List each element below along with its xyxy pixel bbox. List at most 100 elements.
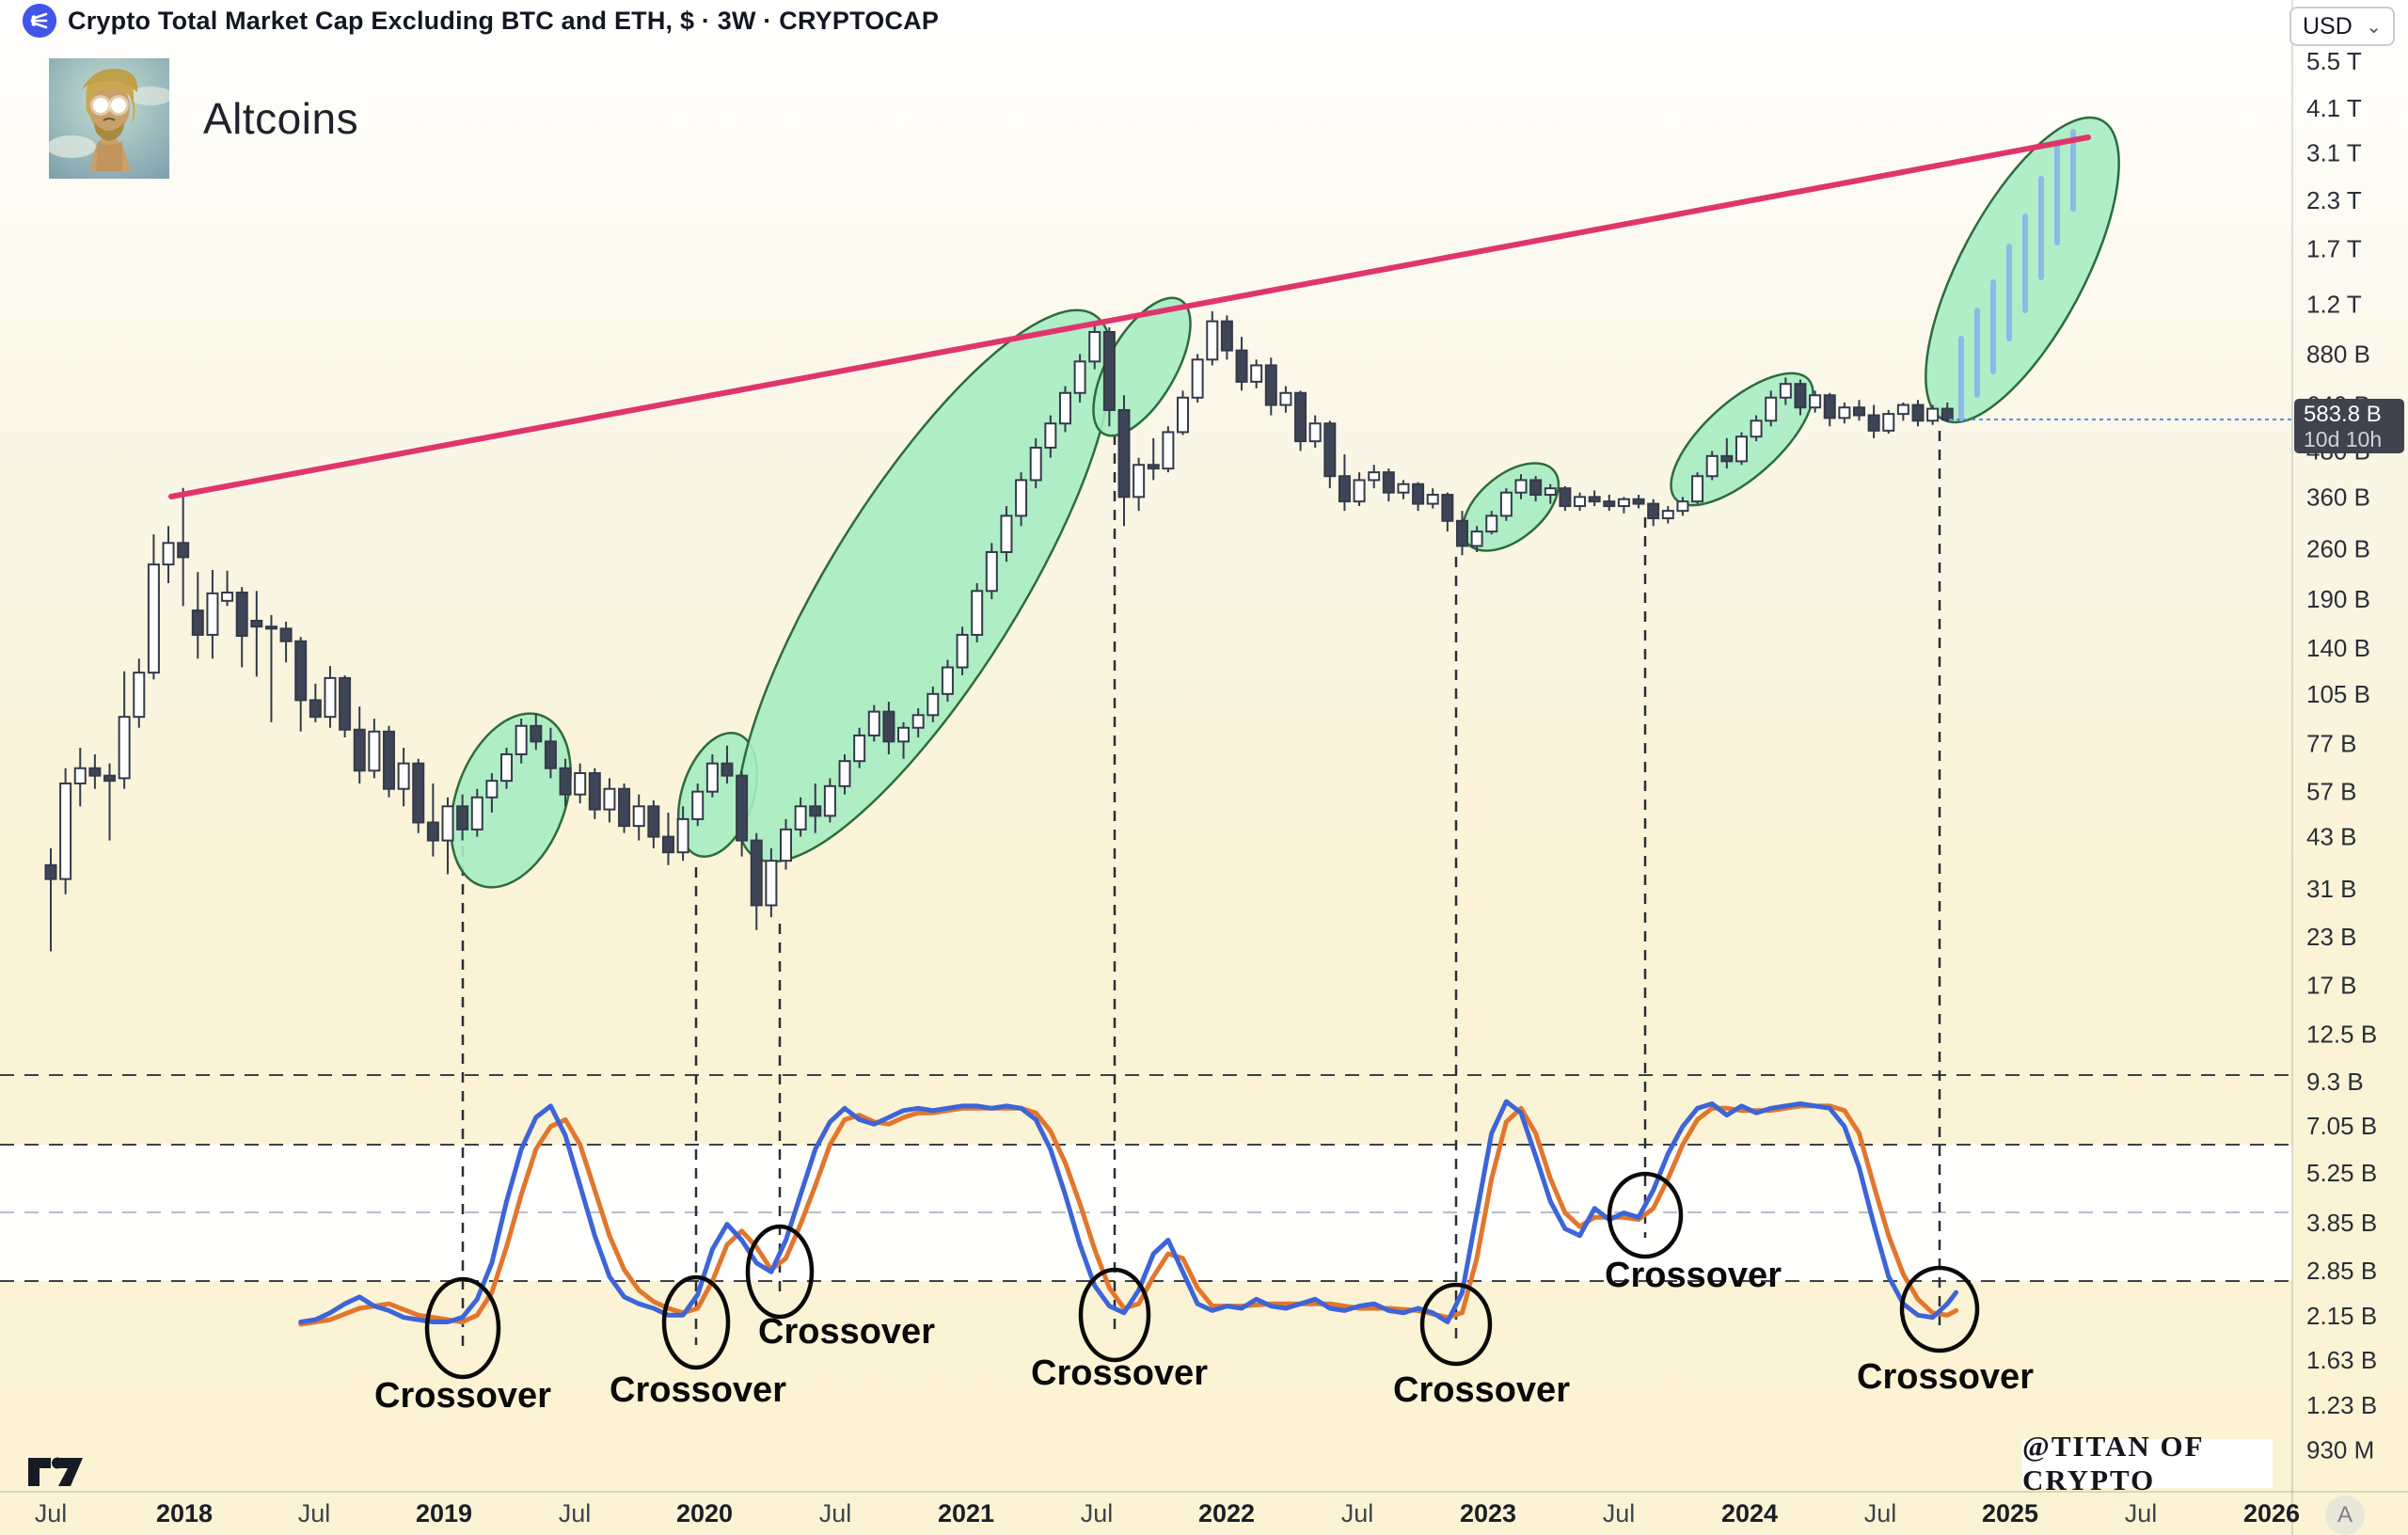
candle[interactable] — [1177, 396, 1190, 434]
candle[interactable] — [118, 716, 131, 780]
candle[interactable] — [1867, 414, 1880, 432]
candle[interactable] — [867, 710, 880, 736]
candle[interactable] — [1426, 494, 1439, 505]
time-axis[interactable]: Jul 2018 Jul 2019 Jul 2020 Jul 2021 Jul 2022 Jul 20… — [35, 1499, 2300, 1527]
candle[interactable] — [1632, 498, 1645, 505]
candle[interactable] — [264, 625, 277, 630]
resistance-trendline[interactable] — [168, 135, 2091, 499]
candle[interactable] — [1102, 330, 1116, 411]
candle[interactable] — [133, 672, 146, 719]
candle[interactable] — [750, 839, 763, 907]
crossover-label[interactable]: Crossover — [610, 1370, 786, 1410]
candle[interactable] — [456, 805, 469, 831]
candle[interactable] — [1735, 435, 1748, 463]
candle[interactable] — [1382, 471, 1395, 494]
crossover-label[interactable]: Crossover — [374, 1376, 551, 1416]
candle[interactable] — [721, 762, 734, 777]
candle[interactable] — [1279, 391, 1292, 406]
candle[interactable] — [73, 767, 87, 784]
candle[interactable] — [147, 563, 160, 674]
candle[interactable] — [794, 805, 807, 831]
candle[interactable] — [530, 724, 543, 743]
candle[interactable] — [470, 796, 483, 831]
crossover-circle[interactable] — [1078, 1267, 1151, 1363]
candle[interactable] — [221, 591, 234, 602]
candle[interactable] — [1162, 431, 1175, 470]
candle[interactable] — [823, 784, 836, 817]
candle[interactable] — [1544, 487, 1557, 497]
chart-text-label[interactable]: Altcoins — [203, 94, 359, 143]
currency-dropdown[interactable]: USD ⌄ — [2289, 7, 2395, 46]
crossover-label[interactable]: Crossover — [1605, 1256, 1782, 1295]
candle[interactable] — [162, 542, 175, 566]
candle[interactable] — [1676, 500, 1689, 513]
candle[interactable] — [1191, 358, 1204, 399]
candle[interactable] — [1720, 454, 1734, 463]
candle[interactable] — [971, 590, 984, 636]
candle[interactable] — [309, 699, 322, 719]
candle[interactable] — [1088, 330, 1101, 363]
candle[interactable] — [382, 730, 395, 790]
candle[interactable] — [1617, 498, 1630, 508]
candle[interactable] — [412, 762, 425, 824]
candle[interactable] — [1809, 394, 1822, 409]
candle[interactable] — [485, 780, 499, 799]
candle[interactable] — [1647, 502, 1660, 520]
highlight-ellipse[interactable] — [429, 697, 594, 904]
candle[interactable] — [632, 805, 645, 828]
candle[interactable] — [1000, 514, 1013, 553]
candle[interactable] — [1499, 491, 1513, 517]
candle[interactable] — [676, 817, 689, 854]
candle[interactable] — [1485, 514, 1498, 533]
candle[interactable] — [1264, 364, 1277, 406]
candle[interactable] — [515, 724, 528, 755]
candle[interactable] — [1529, 479, 1543, 497]
crossover-label[interactable]: Crossover — [1393, 1370, 1570, 1410]
candle[interactable] — [1147, 464, 1160, 470]
candle[interactable] — [1941, 407, 1954, 421]
candle[interactable] — [941, 666, 954, 695]
candle[interactable] — [1750, 419, 1763, 438]
candle[interactable] — [1911, 404, 1925, 422]
candle[interactable] — [911, 714, 925, 729]
candle[interactable] — [353, 728, 366, 772]
candle[interactable] — [544, 740, 557, 769]
crossover-label[interactable]: Crossover — [1031, 1353, 1208, 1393]
candle[interactable] — [426, 821, 439, 842]
crossover-circle[interactable] — [1419, 1282, 1493, 1367]
candle[interactable] — [736, 774, 749, 842]
candle[interactable] — [88, 767, 102, 777]
crossover-circle[interactable] — [1607, 1171, 1684, 1259]
candle[interactable] — [1691, 475, 1704, 503]
candle[interactable] — [1029, 446, 1042, 482]
candle[interactable] — [927, 692, 940, 717]
candle[interactable] — [765, 860, 778, 907]
candle[interactable] — [705, 762, 719, 793]
candle[interactable] — [882, 710, 895, 743]
candle[interactable] — [1838, 406, 1851, 419]
candle[interactable] — [647, 805, 660, 838]
candle[interactable] — [1294, 391, 1307, 443]
candle[interactable] — [368, 730, 381, 772]
candle[interactable] — [1896, 404, 1909, 416]
auto-scale-button[interactable]: A — [2325, 1495, 2365, 1535]
crossover-label[interactable]: Crossover — [1857, 1357, 2034, 1397]
candle[interactable] — [661, 835, 674, 854]
candle[interactable] — [1441, 494, 1454, 522]
candle[interactable] — [500, 752, 514, 783]
candle[interactable] — [1765, 396, 1778, 422]
candle[interactable] — [206, 592, 219, 636]
candle[interactable] — [1338, 475, 1351, 503]
candle[interactable] — [1308, 422, 1322, 443]
candle[interactable] — [44, 863, 57, 880]
candle[interactable] — [1015, 479, 1028, 517]
candle[interactable] — [324, 676, 337, 719]
candle[interactable] — [1073, 360, 1086, 394]
candle[interactable] — [1044, 422, 1057, 449]
candle[interactable] — [618, 787, 631, 828]
candle[interactable] — [1235, 349, 1248, 383]
candle[interactable] — [1206, 320, 1219, 361]
candle[interactable] — [1779, 383, 1792, 399]
candle[interactable] — [279, 627, 293, 642]
